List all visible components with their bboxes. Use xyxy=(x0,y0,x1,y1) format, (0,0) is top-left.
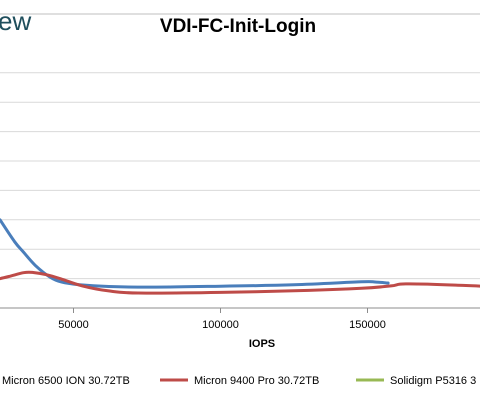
chart-title: VDI-FC-Init-Login xyxy=(160,16,316,37)
legend-label-3: Solidigm P5316 3 xyxy=(390,375,476,387)
legend: Micron 6500 ION 30.72TB Micron 9400 Pro 3… xyxy=(0,375,476,387)
gridlines xyxy=(0,73,480,279)
legend-label-1: Micron 6500 ION 30.72TB xyxy=(2,375,130,387)
series-line-2 xyxy=(0,272,480,293)
x-tick-label: 100000 xyxy=(202,319,239,331)
x-tick-label: 150000 xyxy=(349,319,386,331)
x-axis-title: IOPS xyxy=(249,338,275,350)
x-tick-marks xyxy=(74,308,480,313)
series-lines xyxy=(0,220,480,293)
x-tick-label: 50000 xyxy=(58,319,89,331)
brand-logo-text: ew xyxy=(0,6,31,36)
x-tick-labels: 50000100000150000200000 xyxy=(58,319,480,331)
legend-label-2: Micron 9400 Pro 30.72TB xyxy=(194,375,319,387)
